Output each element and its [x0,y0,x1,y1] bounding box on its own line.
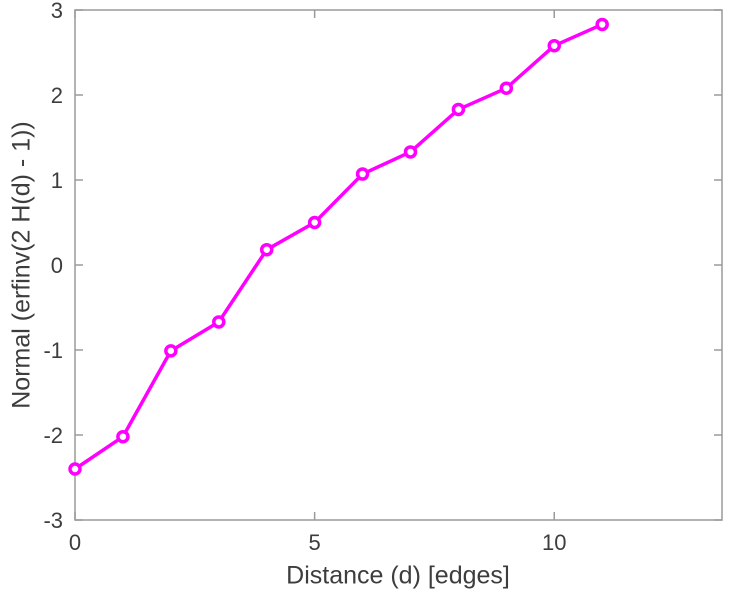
data-point-marker [164,344,178,358]
data-point-marker [499,81,514,95]
x-tick-label: 5 [309,530,321,555]
x-tick-label: 0 [69,530,81,555]
axis-box [74,9,723,521]
y-tick-label: 0 [51,253,63,278]
y-tick-label: -3 [43,508,63,533]
data-line [73,22,604,471]
data-point-marker [116,429,130,444]
data-point-marker [212,315,226,329]
data-point-marker [451,102,466,117]
x-axis-label: Distance (d) [edges] [286,561,510,590]
y-axis-label: Normal (erfinv(2 H(d) - 1)) [7,121,36,409]
x-tick-label: 10 [542,530,566,555]
y-tick-label: 1 [51,168,63,193]
y-tick-label: -2 [43,423,63,448]
y-tick-label: -1 [43,338,63,363]
data-point-marker [547,38,562,53]
data-point-marker [403,145,418,159]
data-point-marker [68,462,82,476]
plot-area [75,10,722,520]
y-tick-label: 2 [51,83,63,108]
data-point-marker [355,167,370,181]
data-point-marker [595,17,609,32]
y-tick-label: 3 [51,0,63,23]
data-point-marker [259,242,274,257]
data-point-marker [307,215,322,230]
